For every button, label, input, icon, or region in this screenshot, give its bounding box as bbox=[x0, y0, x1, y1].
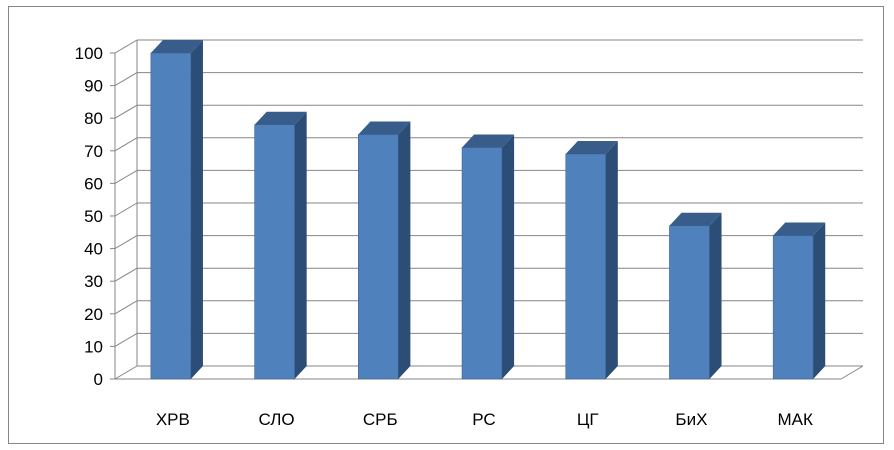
bar-side bbox=[605, 141, 618, 379]
bar-СЛО bbox=[254, 111, 307, 380]
bar-top bbox=[773, 222, 826, 236]
side-wall-gridline bbox=[114, 137, 138, 152]
y-tick-label: 50 bbox=[84, 207, 103, 226]
x-category-label: МАК bbox=[777, 410, 813, 429]
bar-front bbox=[358, 134, 399, 380]
y-tick-label: 80 bbox=[84, 109, 103, 128]
side-wall-gridline bbox=[114, 300, 138, 315]
bar-front bbox=[254, 124, 295, 380]
y-tick-label: 10 bbox=[84, 337, 103, 356]
y-tick-label: 20 bbox=[84, 305, 103, 324]
bar-front bbox=[669, 225, 710, 380]
bars bbox=[150, 40, 826, 380]
bar-РС bbox=[461, 134, 515, 380]
bar-front bbox=[772, 235, 814, 380]
bar-top bbox=[565, 141, 618, 155]
x-category-label: РС bbox=[472, 410, 495, 429]
bar-ХРВ bbox=[150, 40, 203, 380]
side-wall-gridline bbox=[114, 235, 138, 250]
side-wall-gridline bbox=[114, 104, 138, 119]
y-tick-label: 0 bbox=[94, 370, 103, 389]
bar-side bbox=[398, 121, 411, 379]
bar-СРБ bbox=[358, 121, 411, 380]
y-tick-label: 40 bbox=[84, 240, 103, 259]
bar-БиХ bbox=[669, 212, 722, 380]
bar-ЦГ bbox=[565, 141, 618, 380]
x-category-label: СЛО bbox=[259, 410, 295, 429]
side-wall-gridline bbox=[114, 39, 138, 54]
bar-front bbox=[461, 147, 503, 380]
bar-МАК bbox=[772, 222, 826, 380]
side-wall-gridline bbox=[114, 169, 138, 184]
floor-right-edge bbox=[840, 365, 864, 380]
bar-side bbox=[709, 212, 722, 379]
side-wall-gridline bbox=[114, 267, 138, 282]
chart-frame: 0 10 20 30 40 50 60 70 80 90 100 ХРВ СЛО СРБ РС ЦГ БиХ М… bbox=[8, 6, 884, 444]
side-wall-gridline bbox=[114, 72, 138, 87]
bar-top bbox=[358, 121, 411, 135]
y-tick-label: 60 bbox=[84, 174, 103, 193]
x-category-label: СРБ bbox=[363, 410, 398, 429]
bar-side bbox=[813, 222, 826, 379]
side-wall-gridline bbox=[114, 365, 138, 380]
bar-side bbox=[190, 40, 203, 379]
bar-top bbox=[462, 134, 515, 148]
y-tick-label: 100 bbox=[75, 44, 103, 63]
x-axis-labels: ХРВ СЛО СРБ РС ЦГ БиХ МАК bbox=[156, 410, 813, 429]
y-tick-label: 70 bbox=[84, 142, 103, 161]
bar-front bbox=[150, 52, 192, 380]
bar-front bbox=[565, 153, 606, 380]
bar-top bbox=[254, 111, 307, 125]
y-tick-label: 90 bbox=[84, 77, 103, 96]
x-category-label: ХРВ bbox=[156, 410, 190, 429]
y-tick-label: 30 bbox=[84, 272, 103, 291]
x-category-label: БиХ bbox=[675, 410, 707, 429]
bar-chart: 0 10 20 30 40 50 60 70 80 90 100 ХРВ СЛО СРБ РС ЦГ БиХ М… bbox=[75, 39, 864, 429]
bar-top bbox=[669, 212, 722, 226]
y-axis-ticks: 0 10 20 30 40 50 60 70 80 90 100 bbox=[75, 44, 115, 389]
x-category-label: ЦГ bbox=[577, 410, 599, 429]
side-wall-gridline bbox=[114, 332, 138, 347]
bar-side bbox=[294, 111, 307, 379]
side-wall-gridline bbox=[114, 202, 138, 217]
bar-top bbox=[150, 40, 203, 53]
bar-side bbox=[502, 134, 515, 379]
